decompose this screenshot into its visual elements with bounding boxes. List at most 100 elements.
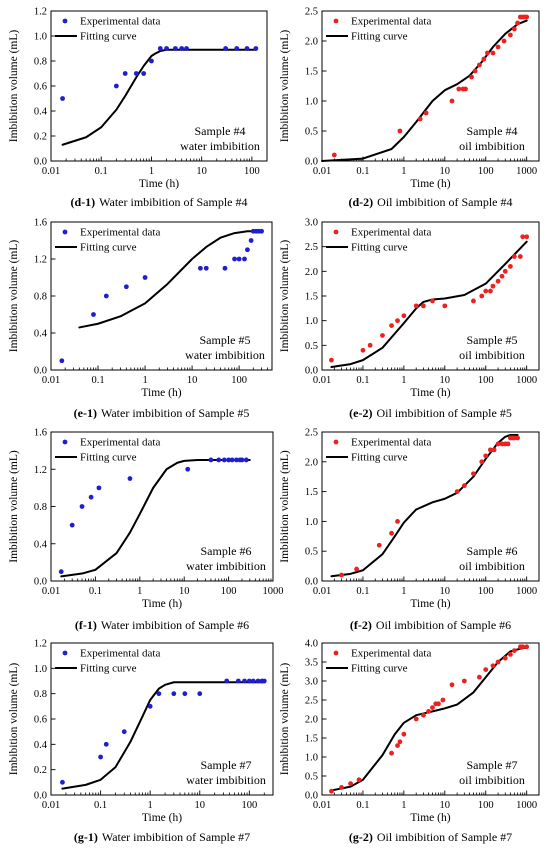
- y-tick-label: 0.0: [305, 157, 318, 168]
- sample-note-line2: oil imbibition: [459, 559, 525, 573]
- x-axis-label: Time (h): [142, 598, 182, 610]
- experimental-point: [524, 644, 530, 650]
- x-tick-label: 1000: [516, 375, 537, 386]
- experimental-point: [430, 705, 435, 710]
- panel-caption-id: (f-1): [75, 618, 97, 632]
- legend-label-experimental: Experimental data: [351, 648, 431, 660]
- y-axis-label: Imbibition volume (mL): [279, 663, 291, 776]
- y-axis-label: Imbibition volume (mL): [279, 450, 291, 563]
- legend-marker-experimental: [62, 439, 68, 445]
- y-tick-label: 3.5: [305, 658, 318, 669]
- x-tick-label: 10: [187, 375, 198, 386]
- experimental-point: [243, 457, 249, 463]
- legend-label-experimental: Experimental data: [80, 227, 160, 239]
- experimental-point: [354, 566, 359, 572]
- experimental-point: [367, 342, 373, 348]
- experimental-point: [502, 268, 508, 274]
- x-tick-label: 10: [196, 166, 207, 177]
- experimental-point: [488, 447, 493, 453]
- y-tick-label: 1.2: [34, 639, 47, 650]
- x-tick-label: 1000: [516, 166, 537, 177]
- experimental-point: [156, 691, 162, 697]
- y-tick-label: 1.0: [305, 97, 318, 108]
- x-tick-label: 100: [478, 586, 494, 597]
- x-tick-label: 100: [478, 800, 494, 811]
- fitting-curve: [60, 458, 251, 578]
- legend-label-experimental: Experimental data: [351, 227, 431, 239]
- experimental-point: [395, 743, 400, 748]
- experimental-point: [121, 729, 127, 735]
- experimental-point: [477, 674, 482, 680]
- sample-note-line1: Sample #6: [467, 544, 518, 558]
- experimental-point: [417, 116, 423, 122]
- legend-label-fitting: Fitting curve: [80, 663, 137, 675]
- legend-marker-experimental: [333, 229, 339, 235]
- experimental-point: [221, 457, 227, 463]
- x-tick-label: 100: [221, 586, 237, 597]
- experimental-point: [60, 779, 65, 785]
- experimental-point: [456, 86, 462, 92]
- legend-label-fitting: Fitting curve: [351, 663, 408, 675]
- experimental-point: [479, 459, 485, 465]
- y-tick-label: 0.4: [34, 107, 48, 118]
- x-tick-label: 0.1: [89, 586, 102, 597]
- experimental-point: [491, 447, 497, 453]
- chart-e2: 0.01 0.1 1 10 100 1000 0.0 0.5 1.0 1.5 2.0 2.5 3.0 Ti…: [279, 218, 540, 420]
- experimental-point: [442, 303, 448, 309]
- experimental-point: [436, 701, 441, 707]
- y-tick-label: 0.0: [34, 366, 47, 377]
- y-tick-label: 1.0: [34, 32, 47, 43]
- sample-note-line1: Sample #7: [201, 758, 252, 772]
- experimental-point: [103, 741, 109, 747]
- fitting-curve: [61, 681, 266, 790]
- experimental-point: [255, 678, 261, 684]
- x-axis-label: Time (h): [139, 178, 179, 190]
- experimental-point: [142, 275, 148, 280]
- panel-caption: (e-2) Oil imbibition of Sample #5: [349, 406, 512, 420]
- experimental-point: [226, 457, 232, 463]
- y-tick-label: 0.6: [34, 715, 47, 726]
- experimental-point: [469, 74, 474, 80]
- x-tick-label: 100: [478, 166, 494, 177]
- experimental-point: [259, 228, 264, 234]
- y-tick-label: 2.5: [305, 428, 318, 439]
- experimental-point: [242, 678, 247, 684]
- y-tick-label: 1.0: [305, 517, 318, 528]
- x-tick-label: 0.01: [42, 800, 60, 811]
- y-tick-label: 3.0: [305, 677, 318, 688]
- experimental-point: [499, 273, 505, 279]
- experimental-point: [123, 284, 129, 290]
- y-axis-label: Imbibition volume (mL): [279, 30, 291, 143]
- y-tick-label: 2.5: [305, 7, 318, 18]
- experimental-point: [173, 46, 178, 51]
- y-tick-label: 0.2: [34, 765, 47, 776]
- sample-note-line2: water imbibition: [186, 773, 266, 787]
- legend-marker-experimental: [62, 18, 68, 24]
- legend-marker-experimental: [62, 650, 68, 656]
- legend-label-fitting: Fitting curve: [80, 242, 137, 254]
- y-tick-label: 1.5: [305, 67, 318, 78]
- y-tick-label: 1.2: [34, 7, 47, 18]
- chart-f2: 0.01 0.1 1 10 100 1000 0.0 0.5 1.0 1.5 2.0 2.5 Time …: [279, 428, 540, 632]
- experimental-point: [511, 26, 517, 32]
- y-tick-label: 0.5: [305, 772, 318, 783]
- experimental-point: [171, 691, 177, 697]
- x-tick-label: 1000: [263, 586, 284, 597]
- y-tick-label: 0.0: [305, 366, 318, 377]
- experimental-point: [495, 278, 501, 284]
- y-tick-label: 2.5: [305, 242, 318, 253]
- panel-caption-text: Water imbibition of Sample #6: [101, 618, 249, 632]
- y-tick-label: 0.8: [34, 57, 47, 68]
- x-tick-label: 0.1: [356, 586, 369, 597]
- experimental-point: [157, 46, 163, 51]
- panel-caption-text: Water imbibition of Sample #5: [101, 406, 249, 420]
- fitting-curve: [321, 19, 528, 162]
- experimental-point: [248, 238, 254, 243]
- experimental-point: [329, 788, 334, 794]
- experimental-point: [515, 435, 520, 441]
- x-tick-label: 10: [440, 800, 451, 811]
- x-tick-label: 0.01: [313, 586, 331, 597]
- y-tick-label: 1.2: [34, 255, 47, 266]
- y-tick-label: 3.0: [305, 218, 318, 229]
